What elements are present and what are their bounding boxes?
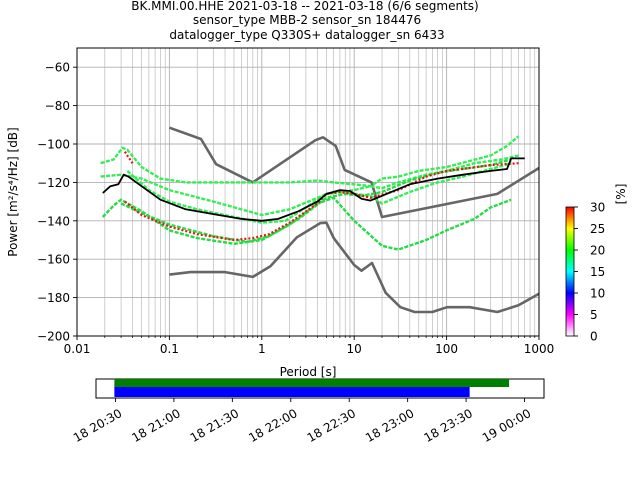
timeline-tick-label: 19 00:00: [480, 406, 533, 445]
x-tick-label: 100: [435, 342, 458, 356]
x-tick-label: 10: [347, 342, 362, 356]
pdf-upper-line: [100, 135, 520, 188]
timeline-tick-label: 18 22:00: [246, 406, 299, 445]
pdf-lower-line: [101, 196, 512, 251]
y-tick-label: −100: [37, 138, 70, 152]
noise-model-line: [168, 126, 540, 219]
plot-frame: [76, 47, 540, 337]
colorbar-tick-label: 5: [590, 308, 598, 322]
colorbar-tick-label: 25: [590, 222, 605, 236]
y-tick-label: −140: [37, 214, 70, 228]
plot-background: [77, 48, 539, 336]
pdf-upper-line: [126, 162, 512, 224]
colorbar-gradient: [565, 206, 575, 337]
timeline-tick-label: 18 23:30: [422, 406, 475, 445]
pdf-red-line: [123, 151, 134, 164]
grid: [76, 48, 539, 337]
timeline-gap-bar: [114, 387, 470, 397]
colorbar-tick-label: 10: [590, 287, 605, 301]
x-tick-label: 1000: [524, 342, 555, 356]
x-axis-label: Period [s]: [280, 365, 337, 379]
timeline-tick-label: 18 21:30: [188, 406, 241, 445]
y-axis-label: Power [m²/s⁴/Hz] [dB]: [6, 127, 20, 256]
mode-line: [102, 157, 525, 222]
y-tick-label: −160: [37, 253, 70, 267]
title-line-1: BK.MMI.00.HHE 2021-03-18 -- 2021-03-18 (…: [131, 0, 478, 13]
y-tick-label: −200: [37, 330, 70, 344]
colorbar: 0 5 10 15 20 25 30 [%]: [565, 184, 628, 344]
y-tick-label: −120: [37, 176, 70, 190]
y-tick-label: −60: [45, 61, 70, 75]
colorbar-tick-label: 0: [590, 330, 598, 344]
timeline-tick-label: 18 20:30: [71, 406, 124, 445]
x-axis-ticks: 0.01 0.1 1 10 100 1000: [64, 336, 555, 356]
x-tick-label: 0.01: [64, 342, 91, 356]
noise-model-line: [169, 221, 540, 314]
timeline-tick-label: 18 22:30: [305, 406, 358, 445]
series-layer: [100, 126, 540, 314]
y-tick-label: −80: [45, 99, 70, 113]
y-tick-label: −180: [37, 291, 70, 305]
timeline-data-bar: [114, 379, 510, 387]
timeline-tick-label: 18 21:00: [129, 406, 182, 445]
psd-plot: 0.01 0.1 1 10 100 1000 −60 −80 −100 −120 −140 −160…: [6, 47, 555, 379]
colorbar-tick-label: 15: [590, 265, 605, 279]
colorbar-tick-label: 30: [590, 201, 605, 215]
y-axis-ticks: −60 −80 −100 −120 −140 −160 −180 −200: [37, 61, 77, 344]
timeline-tick-label: 18 23:00: [363, 406, 416, 445]
title-block: BK.MMI.00.HHE 2021-03-18 -- 2021-03-18 (…: [131, 0, 478, 42]
colorbar-ticks: 0 5 10 15 20 25 30: [574, 201, 605, 344]
title-line-2: sensor_type MBB-2 sensor_sn 184476: [193, 13, 421, 27]
x-tick-label: 1: [258, 342, 266, 356]
x-tick-label: 0.1: [160, 342, 179, 356]
colorbar-label: [%]: [614, 184, 628, 205]
title-line-3: datalogger_type Q330S+ datalogger_sn 643…: [169, 28, 444, 42]
data-coverage-timeline: 18 20:30 18 21:00 18 21:30 18 22:00 18 22:30…: [71, 378, 545, 445]
colorbar-tick-label: 20: [590, 244, 605, 258]
timeline-ticks: 18 20:30 18 21:00 18 21:30 18 22:00 18 22:30…: [71, 398, 533, 445]
